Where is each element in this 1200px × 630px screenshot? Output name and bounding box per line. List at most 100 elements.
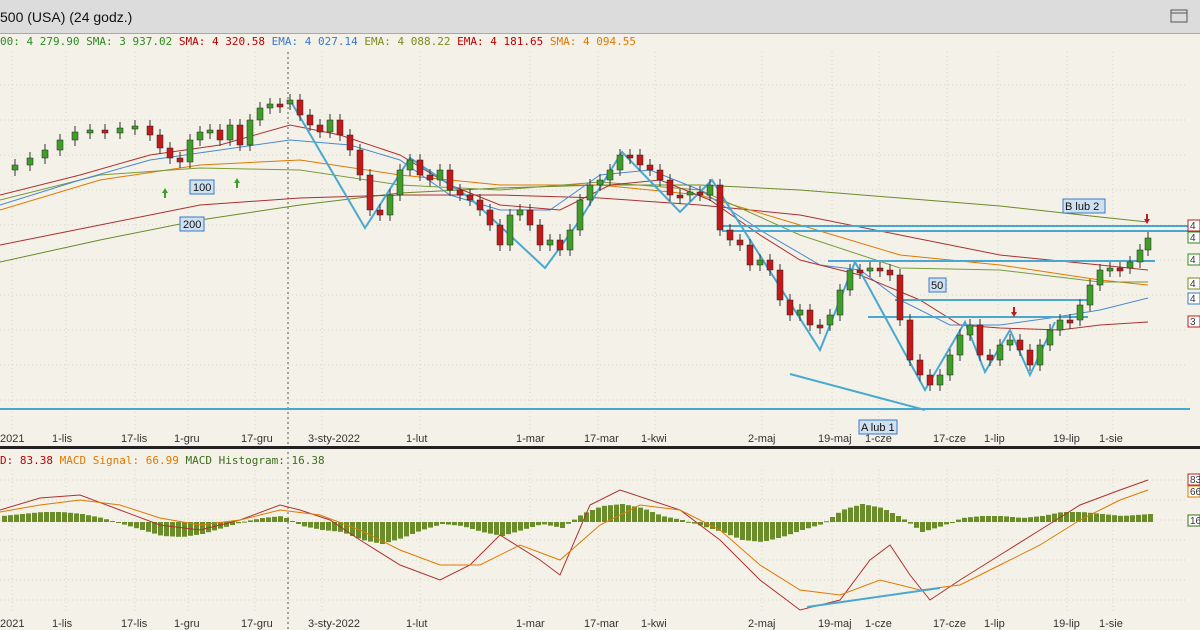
- histogram-bar: [482, 522, 487, 533]
- histogram-bar: [386, 522, 391, 543]
- legend-sma3-value: 937.02: [132, 35, 172, 48]
- candle: [206, 129, 214, 134]
- histogram-bar: [32, 512, 37, 522]
- macd-hist-value: 16.38: [291, 454, 324, 467]
- histogram-bar: [416, 522, 421, 532]
- histogram-bar: [284, 518, 289, 522]
- histogram-bar: [536, 522, 541, 526]
- x-tick-label: 2-maj: [748, 433, 776, 445]
- annotation-100-label: 100: [193, 182, 211, 194]
- histogram-bar: [164, 522, 169, 537]
- candle: [236, 124, 244, 146]
- candle: [596, 179, 604, 186]
- ma-orange: [0, 159, 1149, 286]
- histogram-bar: [2, 515, 7, 522]
- candle: [526, 209, 534, 226]
- candle: [386, 194, 394, 216]
- x-tick-label: 3-sty-2022: [308, 433, 360, 445]
- candle: [41, 149, 49, 159]
- histogram-bar: [506, 522, 511, 535]
- histogram-bar: [548, 522, 553, 526]
- histogram-bar: [890, 513, 895, 522]
- histogram-bar: [662, 516, 667, 522]
- x-tick-label: 3-sty-2022: [308, 618, 360, 630]
- candle: [256, 107, 264, 121]
- macd-right-tags: 83 66 16: [1187, 473, 1200, 527]
- candle: [226, 124, 234, 141]
- histogram-bar: [248, 520, 253, 522]
- x-axis-main: 2021 1-lis 17-lis 1-gru 17-gru 3-sty-2022 1-lu…: [0, 433, 1123, 445]
- histogram-bar: [128, 522, 133, 527]
- candle: [26, 157, 34, 166]
- histogram-bar: [494, 522, 499, 535]
- macd-label: D:: [0, 454, 13, 467]
- annotation-100: 100: [189, 179, 215, 195]
- candle: [556, 239, 564, 251]
- x-tick-label: 17-lis: [121, 433, 148, 445]
- histogram-bar: [854, 505, 859, 522]
- x-tick-label: 2021: [0, 433, 24, 445]
- histogram-bar: [344, 522, 349, 534]
- histogram-bar: [980, 516, 985, 522]
- window-icon[interactable]: [1170, 9, 1188, 23]
- tag-4: 4: [1190, 279, 1196, 290]
- histogram-bar: [938, 522, 943, 527]
- histogram-bar: [260, 518, 265, 522]
- candle: [466, 194, 474, 201]
- window-title: 500 (USA) (24 godz.): [0, 9, 133, 25]
- histogram-bar: [86, 515, 91, 522]
- x-tick-label: 17-mar: [584, 618, 619, 630]
- histogram-bar: [1076, 512, 1081, 522]
- histogram-bar: [872, 506, 877, 522]
- histogram-bar: [38, 512, 43, 522]
- macd-histogram: [2, 504, 1153, 544]
- histogram-bar: [818, 522, 823, 525]
- candle: [1096, 269, 1104, 286]
- candle: [1076, 304, 1084, 321]
- macd-hist-label: MACD Histogram:: [185, 454, 284, 467]
- histogram-bar: [308, 522, 313, 528]
- histogram-bar: [512, 522, 517, 533]
- candle: [336, 119, 344, 136]
- histogram-bar: [68, 512, 73, 522]
- histogram-bar: [668, 517, 673, 522]
- histogram-bar: [332, 522, 337, 532]
- candle: [616, 154, 624, 171]
- candle: [131, 125, 139, 130]
- candle: [586, 184, 594, 201]
- histogram-bar: [518, 522, 523, 531]
- histogram-bar: [116, 522, 121, 523]
- histogram-bar: [470, 522, 475, 529]
- x-tick-label: 1-mar: [516, 618, 545, 630]
- histogram-bar: [590, 510, 595, 522]
- candle: [816, 324, 824, 329]
- histogram-bar: [368, 522, 373, 542]
- histogram-bar: [242, 521, 247, 523]
- histogram-bar: [1082, 512, 1087, 522]
- candle: [116, 127, 124, 134]
- histogram-bar: [752, 522, 757, 542]
- histogram-bar: [1004, 516, 1009, 522]
- x-tick-label: 1-mar: [516, 433, 545, 445]
- histogram-bar: [578, 515, 583, 522]
- candle: [926, 374, 934, 386]
- histogram-bar: [464, 522, 469, 528]
- histogram-bar: [686, 521, 691, 523]
- histogram-bar: [134, 522, 139, 529]
- candle: [286, 99, 294, 105]
- title-bar: 500 (USA) (24 godz.): [0, 0, 1200, 34]
- candles: [11, 94, 1152, 391]
- histogram-bar: [404, 522, 409, 537]
- candle: [101, 129, 109, 134]
- candle: [956, 334, 964, 356]
- histogram-bar: [398, 522, 403, 539]
- x-tick-label: 17-cze: [933, 618, 966, 630]
- x-tick-label: 1-lut: [406, 618, 427, 630]
- candle: [746, 244, 754, 266]
- histogram-bar: [254, 519, 259, 522]
- candle: [856, 269, 864, 274]
- candle: [806, 309, 814, 326]
- histogram-bar: [698, 522, 703, 526]
